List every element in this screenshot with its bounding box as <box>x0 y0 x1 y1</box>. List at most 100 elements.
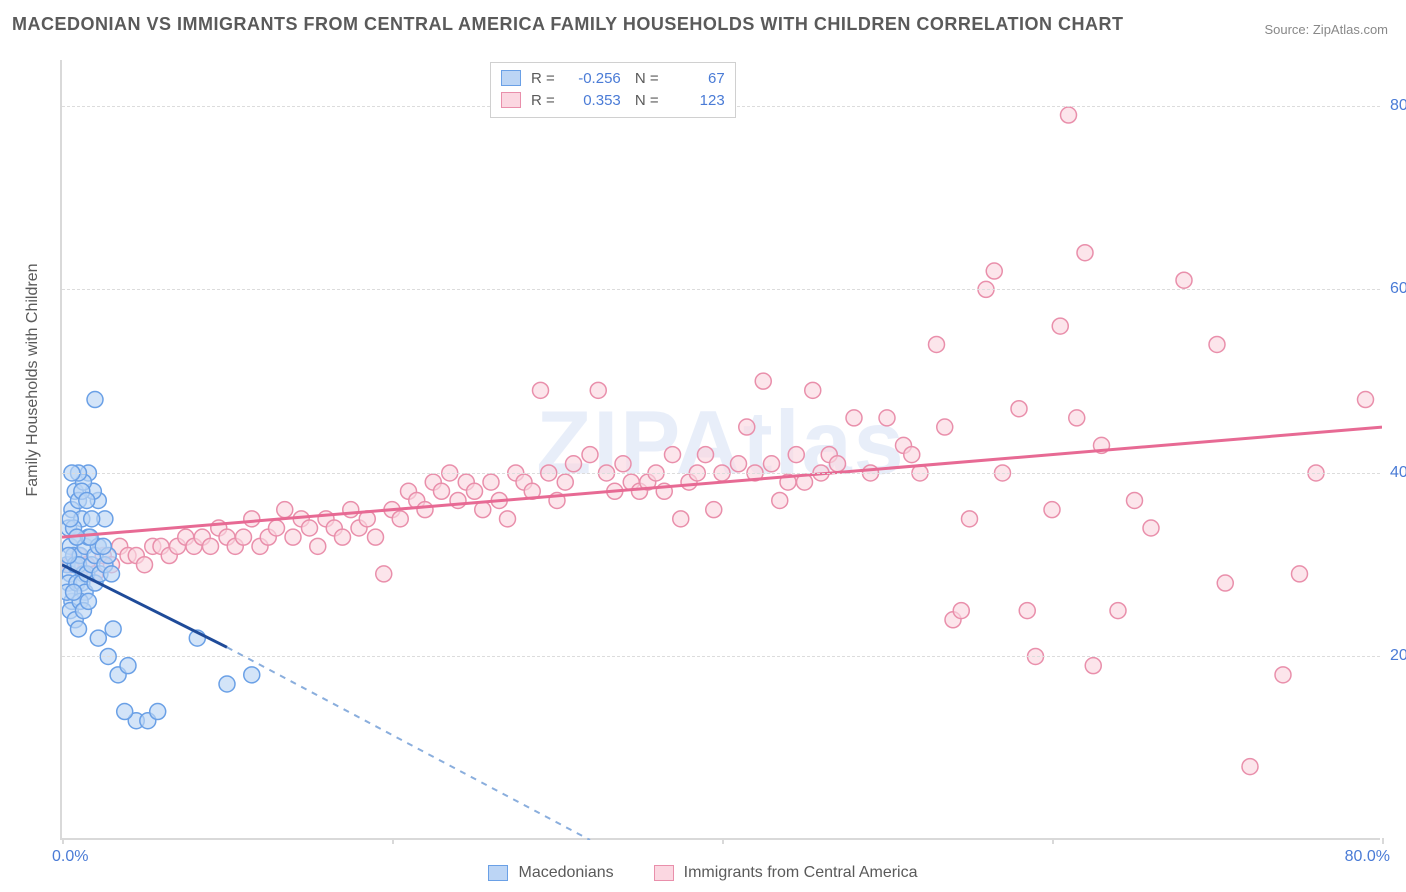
scatter-point <box>236 529 252 545</box>
scatter-point <box>66 584 82 600</box>
stats-legend-box: R = -0.256 N = 67 R = 0.353 N = 123 <box>490 62 736 118</box>
x-tick <box>1382 838 1384 844</box>
scatter-point <box>1275 667 1291 683</box>
n-value-pink: 123 <box>669 92 725 109</box>
scatter-point <box>1358 392 1374 408</box>
scatter-point <box>1011 401 1027 417</box>
scatter-point <box>566 456 582 472</box>
plot-area: ZIPAtlas 20.0%40.0%60.0%80.0% 0.0% 80.0% <box>60 60 1380 840</box>
scatter-point <box>1292 566 1308 582</box>
y-tick-label: 60.0% <box>1390 280 1406 298</box>
scatter-point <box>368 529 384 545</box>
r-value-blue: -0.256 <box>565 70 621 87</box>
scatter-point <box>79 492 95 508</box>
scatter-point <box>1176 272 1192 288</box>
scatter-point <box>467 483 483 499</box>
swatch-blue <box>501 70 521 86</box>
legend-label-blue: Macedonians <box>518 864 613 882</box>
stats-row-pink: R = 0.353 N = 123 <box>501 89 725 111</box>
scatter-point <box>269 520 285 536</box>
n-value-blue: 67 <box>669 70 725 87</box>
scatter-point <box>310 538 326 554</box>
x-tick <box>722 838 724 844</box>
scatter-point <box>1217 575 1233 591</box>
scatter-point <box>904 447 920 463</box>
legend-item-pink: Immigrants from Central America <box>654 864 918 882</box>
scatter-point <box>244 667 260 683</box>
scatter-point <box>1085 658 1101 674</box>
trend-line <box>227 647 590 840</box>
scatter-point <box>846 410 862 426</box>
scatter-point <box>90 630 106 646</box>
scatter-point <box>1077 245 1093 261</box>
scatter-point <box>219 676 235 692</box>
scatter-point <box>755 373 771 389</box>
scatter-point <box>117 704 133 720</box>
scatter-point <box>95 538 111 554</box>
scatter-point <box>1019 603 1035 619</box>
scatter-point <box>706 502 722 518</box>
r-value-pink: 0.353 <box>565 92 621 109</box>
scatter-point <box>87 392 103 408</box>
scatter-point <box>533 382 549 398</box>
scatter-point <box>830 456 846 472</box>
scatter-point <box>376 566 392 582</box>
r-label: R = <box>531 70 555 87</box>
scatter-point <box>615 456 631 472</box>
gridline <box>62 289 1380 290</box>
legend-item-blue: Macedonians <box>488 864 613 882</box>
scatter-point <box>417 502 433 518</box>
scatter-point <box>929 336 945 352</box>
scatter-point <box>392 511 408 527</box>
scatter-point <box>120 658 136 674</box>
scatter-point <box>104 566 120 582</box>
scatter-point <box>483 474 499 490</box>
legend-label-pink: Immigrants from Central America <box>684 864 918 882</box>
scatter-point <box>302 520 318 536</box>
scatter-point <box>582 447 598 463</box>
scatter-point <box>937 419 953 435</box>
scatter-point <box>731 456 747 472</box>
scatter-point <box>500 511 516 527</box>
scatter-point <box>1127 492 1143 508</box>
swatch-pink <box>501 92 521 108</box>
source-attribution: Source: ZipAtlas.com <box>1264 22 1388 37</box>
scatter-point <box>277 502 293 518</box>
x-tick <box>392 838 394 844</box>
scatter-point <box>986 263 1002 279</box>
x-tick <box>1052 838 1054 844</box>
scatter-point <box>71 621 87 637</box>
y-tick-label: 20.0% <box>1390 647 1406 665</box>
scatter-point <box>1143 520 1159 536</box>
scatter-point <box>805 382 821 398</box>
scatter-point <box>788 447 804 463</box>
scatter-point <box>244 511 260 527</box>
stats-row-blue: R = -0.256 N = 67 <box>501 67 725 89</box>
scatter-point <box>1061 107 1077 123</box>
scatter-point <box>739 419 755 435</box>
scatter-point <box>665 447 681 463</box>
scatter-point <box>343 502 359 518</box>
scatter-point <box>1110 603 1126 619</box>
scatter-point <box>1069 410 1085 426</box>
chart-title: MACEDONIAN VS IMMIGRANTS FROM CENTRAL AM… <box>12 14 1124 35</box>
scatter-point <box>953 603 969 619</box>
swatch-pink <box>654 865 674 881</box>
y-tick-label: 40.0% <box>1390 464 1406 482</box>
n-label: N = <box>631 92 659 109</box>
scatter-point <box>335 529 351 545</box>
scatter-point <box>80 593 96 609</box>
scatter-point <box>1209 336 1225 352</box>
gridline <box>62 473 1380 474</box>
x-tick <box>62 838 64 844</box>
scatter-point <box>962 511 978 527</box>
y-axis-label: Family Households with Children <box>24 264 42 497</box>
scatter-point <box>879 410 895 426</box>
scatter-point <box>1242 759 1258 775</box>
scatter-point <box>673 511 689 527</box>
scatter-point <box>772 492 788 508</box>
scatter-point <box>285 529 301 545</box>
scatter-point <box>203 538 219 554</box>
scatter-point <box>698 447 714 463</box>
scatter-chart <box>62 60 1382 840</box>
